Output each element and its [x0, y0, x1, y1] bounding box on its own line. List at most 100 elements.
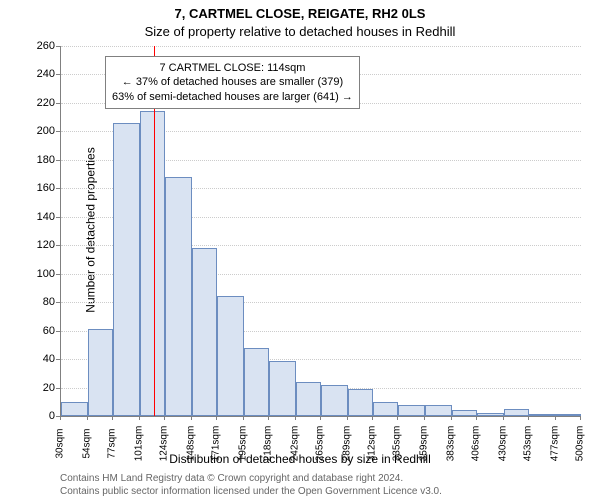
histogram-bar — [244, 348, 269, 416]
histogram-bar — [269, 361, 296, 417]
chart-title-line2: Size of property relative to detached ho… — [0, 24, 600, 39]
x-tick-label: 54sqm — [81, 428, 92, 458]
histogram-bar — [321, 385, 348, 416]
x-tick-mark — [320, 416, 321, 420]
histogram-bar — [529, 414, 556, 416]
histogram-bar — [88, 329, 113, 416]
histogram-bar — [140, 111, 165, 416]
x-tick-mark — [372, 416, 373, 420]
y-tick-mark — [56, 74, 60, 75]
callout-line1: 7 CARTMEL CLOSE: 114sqm — [112, 61, 353, 75]
y-tick-mark — [56, 217, 60, 218]
y-tick-mark — [56, 302, 60, 303]
y-tick-label: 120 — [37, 239, 55, 251]
histogram-bar — [296, 382, 321, 416]
histogram-bar — [348, 389, 373, 416]
chart-title-line1: 7, CARTMEL CLOSE, REIGATE, RH2 0LS — [0, 6, 600, 21]
y-tick-label: 180 — [37, 154, 55, 166]
x-tick-label: 500sqm — [575, 426, 586, 462]
histogram-chart: 7, CARTMEL CLOSE, REIGATE, RH2 0LS Size … — [0, 0, 600, 500]
x-tick-label: 359sqm — [419, 426, 430, 462]
y-tick-mark — [56, 131, 60, 132]
x-tick-mark — [268, 416, 269, 420]
x-tick-label: 171sqm — [211, 426, 222, 462]
x-tick-mark — [476, 416, 477, 420]
histogram-bar — [217, 296, 244, 416]
x-tick-mark — [60, 416, 61, 420]
y-tick-label: 80 — [43, 296, 55, 308]
histogram-bar — [425, 405, 452, 416]
x-tick-label: 101sqm — [133, 426, 144, 462]
histogram-bar — [504, 409, 529, 416]
x-tick-label: 430sqm — [497, 426, 508, 462]
x-tick-mark — [295, 416, 296, 420]
y-tick-label: 100 — [37, 268, 55, 280]
y-tick-label: 260 — [37, 40, 55, 52]
y-tick-label: 220 — [37, 97, 55, 109]
x-tick-label: 383sqm — [445, 426, 456, 462]
x-tick-mark — [451, 416, 452, 420]
footer-attribution: Contains HM Land Registry data © Crown c… — [60, 472, 442, 498]
x-tick-label: 453sqm — [523, 426, 534, 462]
x-tick-mark — [503, 416, 504, 420]
histogram-bar — [477, 413, 504, 416]
footer-line1: Contains HM Land Registry data © Crown c… — [60, 472, 442, 485]
histogram-bar — [61, 402, 88, 416]
x-tick-label: 312sqm — [367, 426, 378, 462]
x-tick-label: 148sqm — [185, 426, 196, 462]
x-tick-mark — [216, 416, 217, 420]
y-tick-mark — [56, 274, 60, 275]
histogram-bar — [452, 410, 477, 416]
y-tick-mark — [56, 46, 60, 47]
y-tick-label: 0 — [49, 410, 55, 422]
histogram-bar — [165, 177, 192, 416]
x-tick-label: 265sqm — [315, 426, 326, 462]
x-tick-mark — [87, 416, 88, 420]
y-tick-label: 20 — [43, 382, 55, 394]
x-tick-label: 77sqm — [107, 428, 118, 458]
x-tick-mark — [555, 416, 556, 420]
histogram-bar — [113, 123, 140, 416]
callout-line3: 63% of semi-detached houses are larger (… — [112, 90, 353, 104]
x-tick-mark — [164, 416, 165, 420]
y-tick-label: 200 — [37, 125, 55, 137]
x-tick-mark — [424, 416, 425, 420]
histogram-bar — [398, 405, 425, 416]
y-tick-mark — [56, 388, 60, 389]
y-tick-label: 160 — [37, 182, 55, 194]
y-tick-mark — [56, 359, 60, 360]
x-tick-label: 218sqm — [263, 426, 274, 462]
grid-line — [61, 46, 581, 47]
y-tick-label: 60 — [43, 325, 55, 337]
x-tick-label: 406sqm — [471, 426, 482, 462]
x-tick-mark — [347, 416, 348, 420]
x-tick-mark — [243, 416, 244, 420]
x-tick-mark — [397, 416, 398, 420]
x-tick-label: 30sqm — [55, 428, 66, 458]
x-tick-mark — [580, 416, 581, 420]
callout-box: 7 CARTMEL CLOSE: 114sqm← 37% of detached… — [105, 56, 360, 109]
y-tick-mark — [56, 245, 60, 246]
y-tick-mark — [56, 331, 60, 332]
y-tick-mark — [56, 160, 60, 161]
x-tick-label: 195sqm — [237, 426, 248, 462]
x-tick-mark — [139, 416, 140, 420]
x-tick-mark — [191, 416, 192, 420]
footer-line2: Contains public sector information licen… — [60, 485, 442, 498]
y-tick-mark — [56, 103, 60, 104]
histogram-bar — [556, 414, 581, 416]
y-tick-label: 140 — [37, 211, 55, 223]
x-tick-mark — [112, 416, 113, 420]
histogram-bar — [373, 402, 398, 416]
x-tick-mark — [528, 416, 529, 420]
x-tick-label: 289sqm — [341, 426, 352, 462]
x-tick-label: 477sqm — [549, 426, 560, 462]
callout-line2: ← 37% of detached houses are smaller (37… — [112, 75, 353, 89]
y-tick-label: 240 — [37, 68, 55, 80]
y-tick-label: 40 — [43, 353, 55, 365]
plot-area: 7 CARTMEL CLOSE: 114sqm← 37% of detached… — [60, 46, 581, 417]
x-tick-label: 242sqm — [289, 426, 300, 462]
y-tick-mark — [56, 188, 60, 189]
x-tick-label: 335sqm — [392, 426, 403, 462]
x-tick-label: 124sqm — [159, 426, 170, 462]
